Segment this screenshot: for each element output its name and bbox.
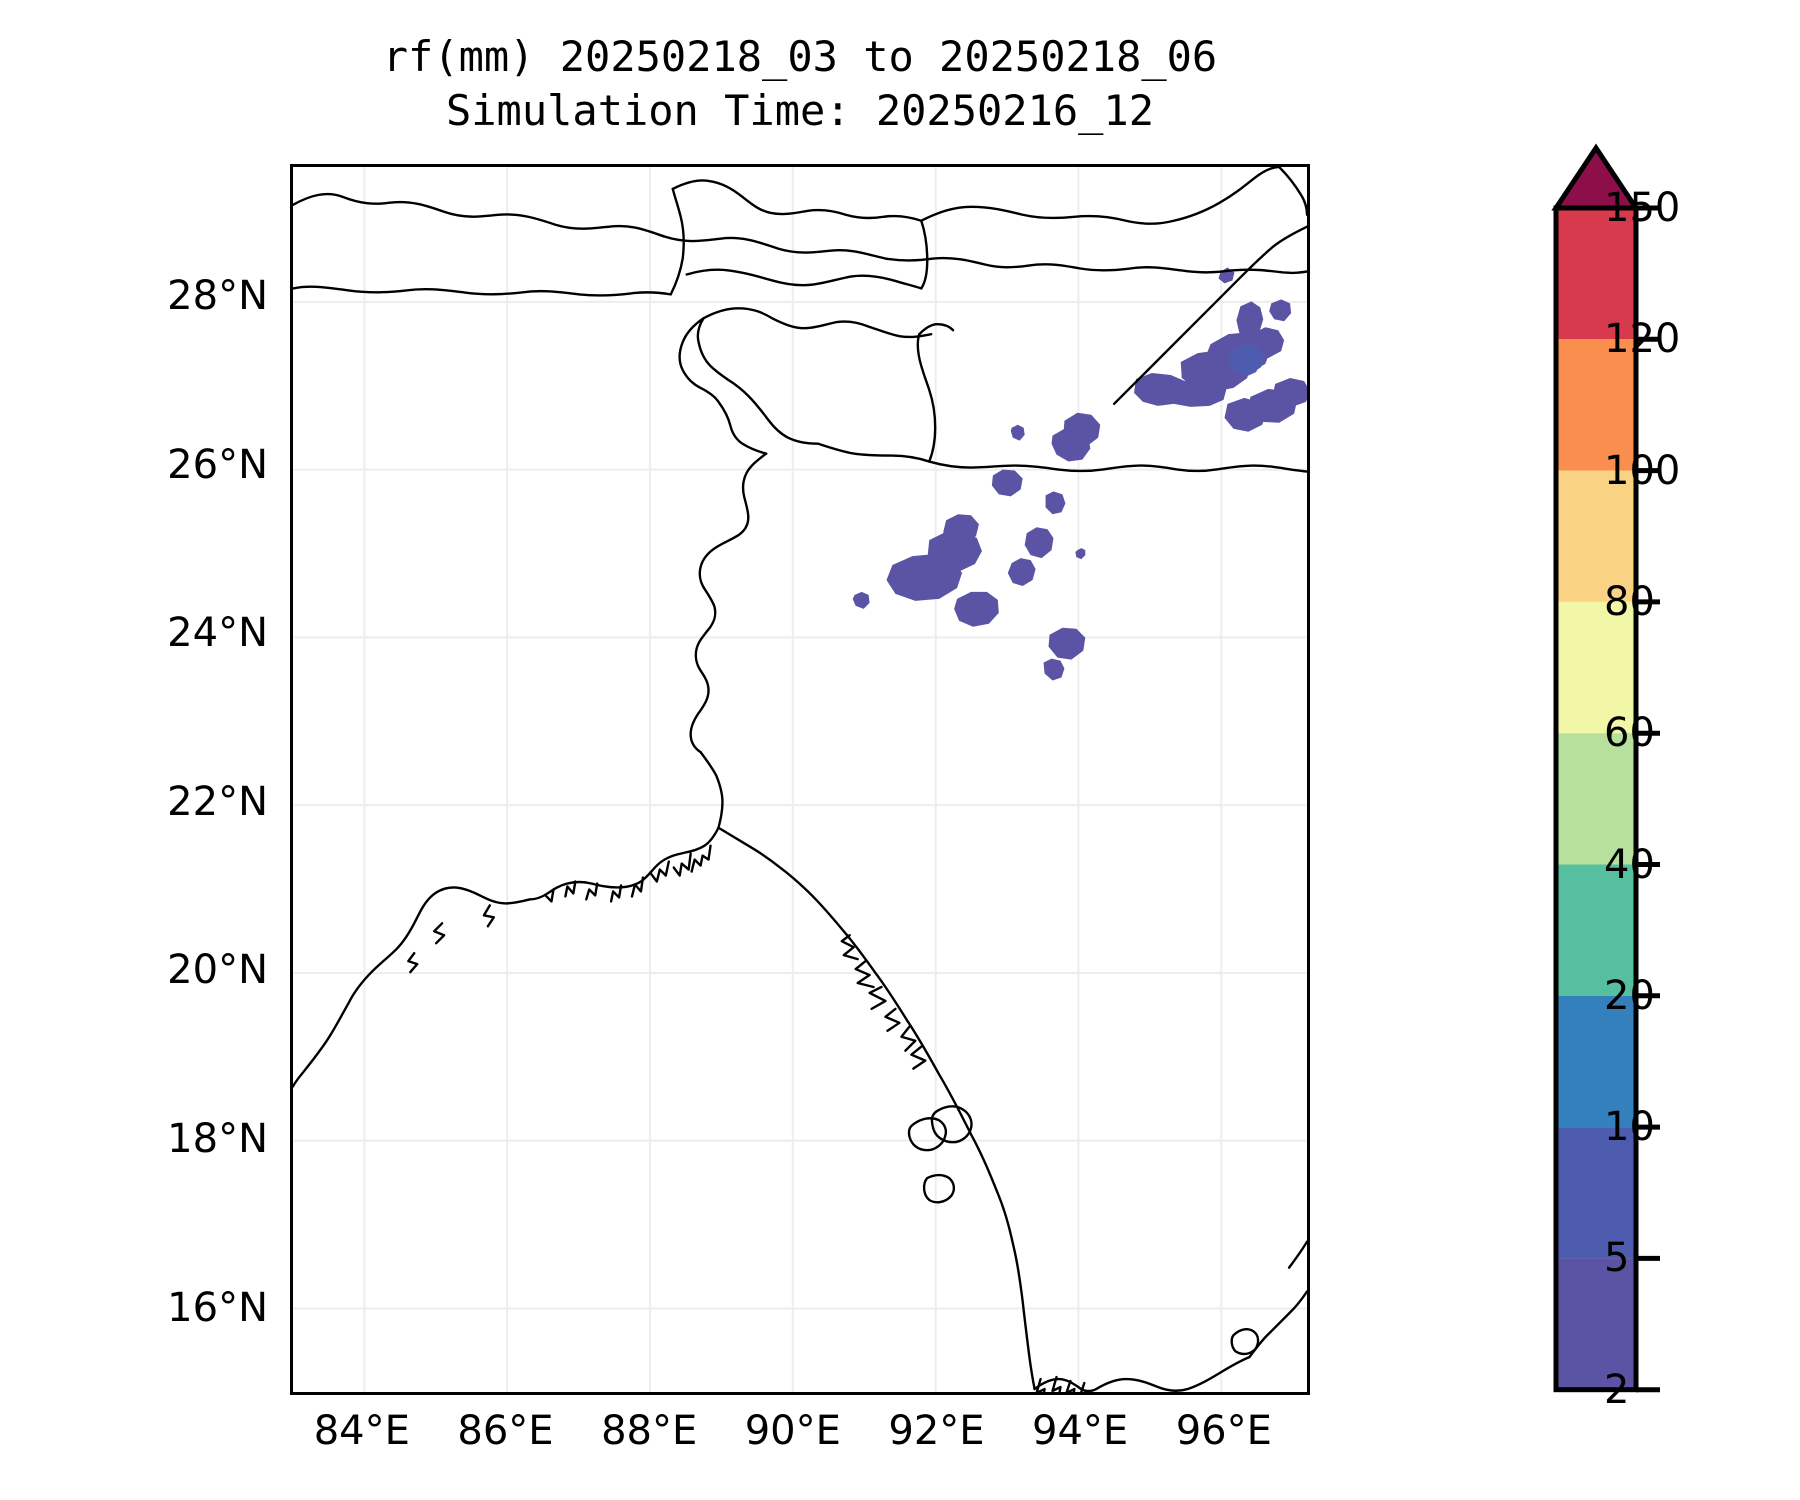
colorbar-tick-80: 80 bbox=[1604, 578, 1655, 625]
x-tick-label-84E: 84°E bbox=[313, 1408, 410, 1454]
colorbar-tick-40: 40 bbox=[1604, 841, 1655, 888]
x-tick-label-92E: 92°E bbox=[888, 1408, 985, 1454]
x-tick-label-96E: 96°E bbox=[1175, 1408, 1272, 1454]
colorbar-tick-100: 100 bbox=[1604, 447, 1681, 494]
y-tick-label-28N: 28°N bbox=[167, 273, 268, 319]
chart-title: rf(mm) 20250218_03 to 20250218_06 Simula… bbox=[0, 30, 1600, 138]
x-tick-label-90E: 90°E bbox=[744, 1408, 841, 1454]
y-tick-label-20N: 20°N bbox=[167, 947, 268, 994]
title-line-2: Simulation Time: 20250216_12 bbox=[445, 85, 1154, 135]
y-tick-label-22N: 22°N bbox=[167, 778, 268, 825]
map-plot-area[interactable] bbox=[290, 164, 1310, 1395]
precip-contours-5-10mm bbox=[1228, 344, 1265, 376]
y-tick-label-18N: 18°N bbox=[167, 1115, 268, 1162]
y-tick-label-16N: 16°N bbox=[167, 1284, 268, 1331]
x-tick-label-88E: 88°E bbox=[601, 1408, 698, 1454]
colorbar-bands bbox=[1556, 208, 1636, 1390]
colorbar-tick-2: 2 bbox=[1604, 1366, 1630, 1413]
map-canvas bbox=[293, 167, 1307, 1392]
colorbar[interactable]: 150 120 100 80 60 40 20 10 5 2 bbox=[1508, 140, 1798, 1413]
colorbar-tick-150: 150 bbox=[1604, 185, 1681, 231]
x-tick-label-86E: 86°E bbox=[457, 1408, 554, 1454]
y-tick-label-24N: 24°N bbox=[167, 610, 268, 657]
colorbar-ticks bbox=[1636, 205, 1660, 1393]
precip-contours-2-5mm bbox=[852, 267, 1307, 681]
colorbar-tick-10: 10 bbox=[1604, 1104, 1655, 1151]
colorbar-tick-5: 5 bbox=[1604, 1235, 1630, 1282]
gridlines bbox=[293, 167, 1307, 1392]
title-line-1: rf(mm) 20250218_03 to 20250218_06 bbox=[382, 32, 1218, 81]
coastlines-and-borders bbox=[293, 167, 1307, 1392]
colorbar-tick-60: 60 bbox=[1604, 710, 1655, 757]
colorbar-tick-120: 120 bbox=[1604, 316, 1681, 363]
colorbar-outline bbox=[1553, 205, 1639, 1393]
colorbar-tick-20: 20 bbox=[1604, 972, 1655, 1019]
y-tick-label-26N: 26°N bbox=[167, 441, 268, 488]
colorbar-body bbox=[1508, 140, 1798, 1410]
x-tick-label-94E: 94°E bbox=[1032, 1408, 1129, 1454]
